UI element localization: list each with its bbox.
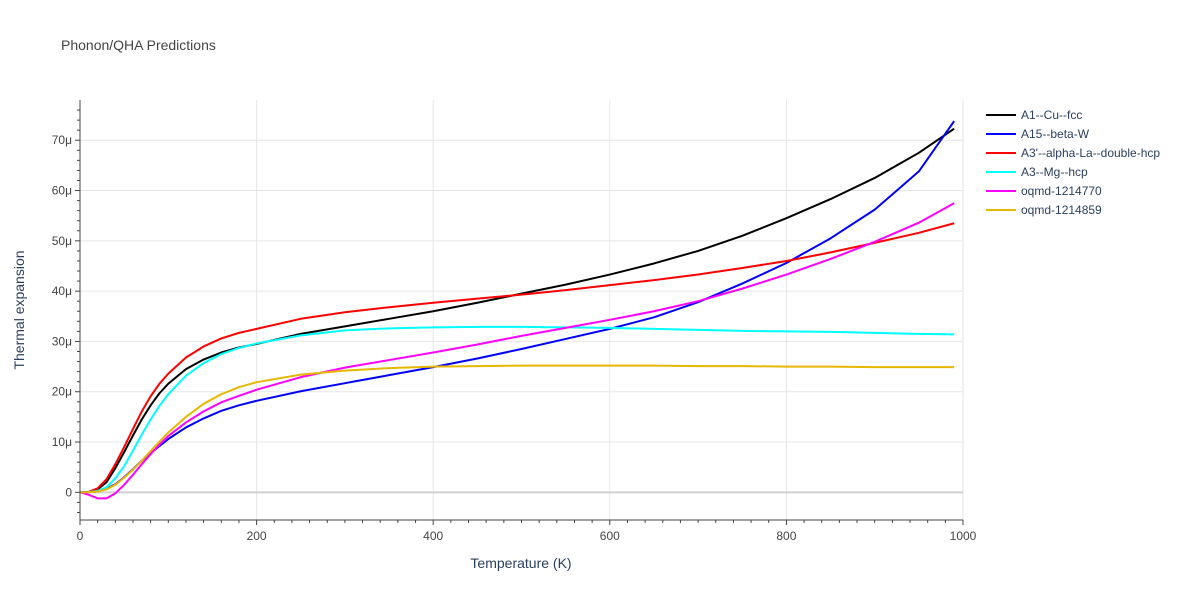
x-axis-title: Temperature (K) — [470, 555, 571, 571]
legend-item[interactable]: A15--beta-W — [986, 127, 1090, 141]
legend-label: A3'--alpha-La--double-hcp — [1021, 146, 1160, 160]
y-tick-label: 30μ — [52, 334, 72, 348]
chart-title: Phonon/QHA Predictions — [61, 37, 216, 53]
x-tick-label: 0 — [77, 529, 84, 543]
legend-label: A15--beta-W — [1021, 127, 1090, 141]
legend[interactable]: A1--Cu--fcc A15--beta-W A3'--alpha-La--dou… — [986, 108, 1160, 217]
legend-item[interactable]: A3--Mg--hcp — [986, 165, 1088, 179]
legend-item[interactable]: A1--Cu--fcc — [986, 108, 1082, 122]
y-tick-label: 10μ — [52, 435, 72, 449]
y-tick-label: 70μ — [52, 133, 72, 147]
grid — [80, 100, 964, 520]
y-tick-label: 0 — [65, 485, 72, 499]
plot-area — [79, 120, 955, 500]
y-axis-title: Thermal expansion — [11, 250, 27, 369]
x-tick-label: 200 — [247, 529, 267, 543]
x-tick-label: 400 — [423, 529, 443, 543]
x-tick-label: 600 — [600, 529, 620, 543]
legend-label: oqmd-1214770 — [1021, 184, 1102, 198]
series-line-5 — [79, 202, 955, 500]
legend-item[interactable]: oqmd-1214770 — [986, 184, 1102, 198]
legend-label: A1--Cu--fcc — [1021, 108, 1082, 122]
y-tick-label: 40μ — [52, 284, 72, 298]
legend-label: A3--Mg--hcp — [1021, 165, 1088, 179]
x-tick-label: 800 — [776, 529, 796, 543]
legend-label: oqmd-1214859 — [1021, 203, 1102, 217]
y-tick-label: 20μ — [52, 385, 72, 399]
x-tick-label: 1000 — [950, 529, 977, 543]
y-tick-label: 50μ — [52, 234, 72, 248]
y-tick-label: 60μ — [52, 184, 72, 198]
legend-item[interactable]: oqmd-1214859 — [986, 203, 1102, 217]
series-line-6 — [79, 364, 955, 494]
series-line-4 — [79, 325, 955, 494]
legend-item[interactable]: A3'--alpha-La--double-hcp — [986, 146, 1160, 160]
axes: 0 10μ 20μ 30μ 40μ 50μ 60μ 70μ 0 200 400 600 800 1000 — [52, 100, 977, 543]
series-line-3 — [79, 222, 955, 494]
